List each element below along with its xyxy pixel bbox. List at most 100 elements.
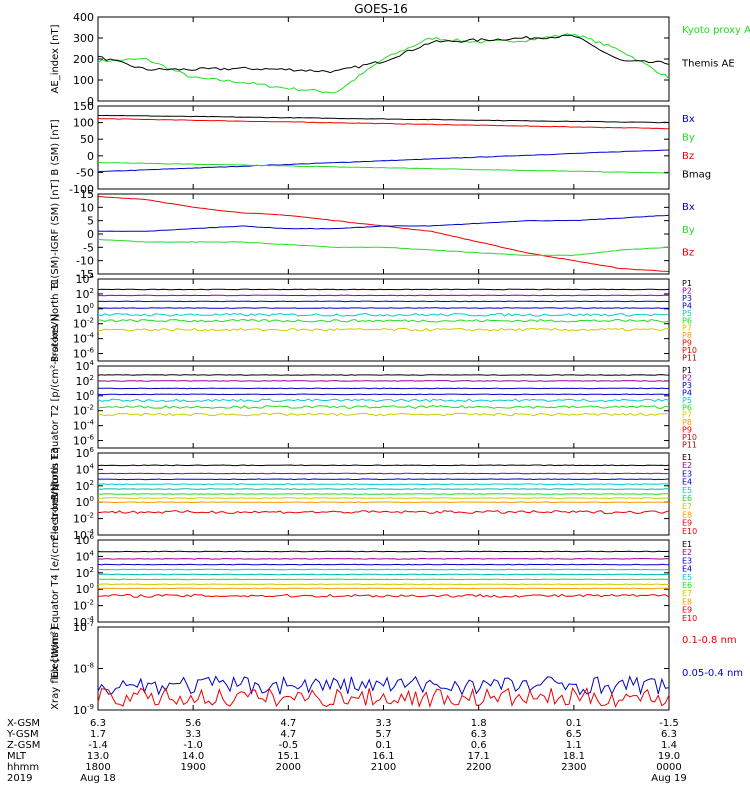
x-axis-table: X-GSMY-GSMZ-GSMMLThhmm20196.31.7-1.413.0… (6, 718, 687, 784)
panel-frame (97, 539, 670, 623)
x-axis-cell: 0.6 (471, 740, 487, 751)
x-axis-cell: 4.7 (280, 729, 296, 740)
legend-entry: By (682, 225, 695, 236)
series-line-p1 (97, 288, 670, 291)
legend-entry: E8 (682, 510, 692, 519)
series-line-e5 (98, 573, 670, 576)
legend-entry: E4 (682, 478, 692, 487)
legend-entry: P7 (682, 411, 692, 420)
x-axis-cell: -1.5 (659, 718, 679, 729)
y-tick-label: 150 (73, 100, 94, 113)
legend-entry: P7 (682, 324, 692, 333)
legend-entry: E7 (682, 502, 692, 511)
y-tick-label: 300 (73, 32, 94, 45)
x-axis-cell: 1.1 (566, 740, 582, 751)
y-tick-label: 10-4 (73, 332, 95, 346)
series-line-p4 (97, 393, 670, 396)
series-line-e4 (97, 483, 670, 486)
x-axis-row-label: hhmm (7, 762, 39, 773)
panel-frame (97, 626, 670, 711)
legend-entry: P1 (682, 366, 692, 375)
legend-entry: Bz (682, 151, 694, 162)
x-axis-row-label: MLT (7, 751, 27, 762)
series-line-themis-ae (97, 34, 670, 74)
x-axis-cell: 1.8 (471, 718, 487, 729)
x-axis-cell: 2300 (561, 762, 586, 773)
legend-entry: By (682, 132, 695, 143)
legend-entry: P6 (682, 316, 692, 325)
series-line-e7 (98, 497, 670, 499)
y-tick-label: 15 (80, 188, 94, 201)
legend-entry: Bmag (682, 169, 711, 180)
series-line-p5 (97, 398, 670, 403)
legend-entry: E5 (682, 573, 692, 582)
x-axis-cell: 1.7 (90, 729, 106, 740)
y-tick-label: 10-2 (73, 317, 94, 331)
legend-entry: E2 (682, 548, 692, 557)
series-line-p6 (97, 318, 670, 323)
x-axis-cell: 4.7 (280, 718, 296, 729)
legend-entry: E2 (682, 461, 692, 470)
x-axis-cell: Aug 18 (80, 773, 115, 784)
legend-entry: P8 (682, 331, 692, 340)
legend-entry: E3 (682, 469, 692, 478)
y-tick-label: 102 (76, 287, 94, 301)
y-tick-label: 400 (73, 11, 94, 24)
y-tick-label: 102 (76, 479, 94, 493)
series-line-e5 (97, 488, 669, 490)
series-line-bmag (97, 114, 670, 124)
series-line-e9 (97, 510, 670, 515)
y-tick-label: 102 (76, 566, 94, 580)
legend-entry: Bx (682, 114, 695, 125)
x-axis-cell: 15.1 (277, 751, 299, 762)
series-line-p7 (97, 412, 669, 417)
x-axis-row-label: 2019 (7, 773, 32, 784)
y-tick-label: 10-7 (73, 620, 94, 634)
panel-8: 10-7 10-8 10-9 Xray flux [W/m²] 0.1-0.8 nm 0.… (50, 620, 743, 717)
x-axis-cell: 2000 (276, 762, 301, 773)
legend-entry: E8 (682, 597, 692, 606)
y-tick-label: 100 (76, 582, 94, 596)
x-axis-cell: 16.1 (372, 751, 394, 762)
series-line-p1 (97, 374, 670, 376)
legend-entry: P2 (682, 373, 692, 382)
y-tick-label: 104 (76, 359, 95, 373)
y-axis-label: Protons Equator T2 [p/(cm²-s-sr-keV)] (50, 314, 61, 501)
y-tick-label: 200 (73, 53, 94, 66)
series-line-e8 (97, 501, 670, 504)
y-axis-label: Xray flux [W/m²] (50, 627, 61, 710)
x-axis-cell: 3.3 (376, 718, 392, 729)
series-line-e7 (97, 583, 670, 586)
series-line-e6 (97, 493, 669, 495)
x-axis-cell: 14.0 (182, 751, 204, 762)
y-tick-label: -50 (76, 166, 94, 179)
y-tick-label: 106 (76, 446, 95, 460)
legend-entry: P5 (682, 396, 692, 405)
legend-entry: E6 (682, 581, 692, 590)
legend-entry: P2 (682, 286, 692, 295)
x-axis-cell: 6.3 (90, 718, 106, 729)
y-tick-label: 10-2 (73, 404, 94, 418)
y-tick-label: 100 (76, 389, 94, 403)
y-axis-label: Electrons Equator T4 [e/(cm²-s-sr-keV)] (50, 483, 61, 678)
x-axis-cell: 1900 (180, 762, 205, 773)
y-tick-label: 100 (76, 302, 94, 316)
y-tick-label: 0 (87, 95, 94, 108)
x-axis-row-label: Z-GSM (7, 740, 40, 751)
legend-entry: E10 (682, 527, 697, 536)
y-tick-label: 10-9 (73, 703, 94, 717)
legend-entry: P3 (682, 381, 692, 390)
series-line-e8 (97, 587, 670, 590)
legend-entry: E9 (682, 606, 692, 615)
legend-entry: P11 (682, 441, 697, 450)
series-line-0-05-0-4-nm (97, 675, 670, 696)
y-tick-label: -5 (83, 241, 94, 254)
series-line-by (97, 161, 670, 174)
series-line-e3 (97, 478, 670, 481)
x-axis-cell: 6.3 (471, 729, 487, 740)
x-axis-cell: 2200 (466, 762, 491, 773)
